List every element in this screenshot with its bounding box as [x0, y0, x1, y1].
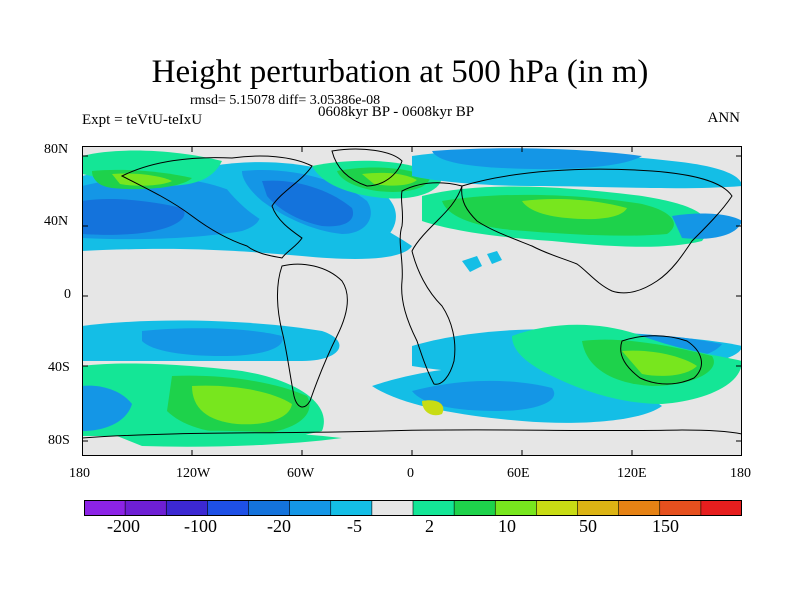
sh-teal-antarctic — [112, 430, 342, 447]
north-america-coast — [120, 155, 313, 259]
colorbar-cell — [330, 500, 373, 516]
colorbar-cell — [248, 500, 291, 516]
period-label: 0608kyr BP - 0608kyr BP — [318, 104, 475, 120]
colorbar-cell — [166, 500, 208, 516]
australia-coast — [620, 335, 702, 385]
colorbar-cell — [413, 500, 455, 516]
colorbar-label: -20 — [267, 516, 291, 536]
map-ticks — [82, 146, 742, 456]
lon-label-180e: 180 — [730, 466, 751, 481]
sh-yellow-spot — [422, 400, 444, 416]
colorbar-label: 50 — [579, 516, 597, 536]
colorbar-label: 2 — [425, 516, 434, 536]
colorbar-cell — [495, 500, 537, 516]
asia-coast — [461, 168, 733, 294]
season-label: ANN — [707, 110, 741, 126]
colorbar-label: 10 — [498, 516, 516, 536]
nh-lime-eurasia — [522, 198, 627, 220]
lat-label-80n: 80N — [44, 142, 69, 157]
coastlines — [82, 148, 742, 439]
sh-lightblue-pacific — [142, 328, 283, 356]
nh-cyan-africa-spots — [462, 251, 502, 272]
colorbar-cell — [659, 500, 702, 516]
south-america-coast — [276, 263, 348, 408]
lon-label-60e: 60E — [507, 466, 530, 481]
colorbar-cell — [700, 500, 742, 516]
stats-text: rmsd= 5.15078 diff= 3.05386e-08 — [190, 93, 381, 108]
nh-lime-pacific — [112, 173, 172, 186]
lat-label-40s: 40S — [48, 360, 70, 375]
map-title: Height perturbation at 500 hPa (in m) — [151, 54, 649, 90]
colorbar-label: 150 — [652, 516, 679, 536]
colorbar-label: -200 — [107, 516, 140, 536]
greenland-coast — [331, 148, 403, 187]
colorbar-frame — [84, 500, 742, 516]
lon-label-120e: 120E — [617, 466, 647, 481]
nh-lime-atlantic — [362, 172, 417, 186]
height-perturbation-map — [82, 146, 742, 456]
contour-field — [82, 146, 742, 456]
lon-label-0: 0 — [407, 466, 414, 481]
colorbar-cell — [125, 500, 167, 516]
nh-lightblue-eurasia — [432, 148, 642, 170]
antarctica-coast — [82, 429, 742, 439]
colorbar-cells — [84, 500, 742, 516]
colorbar-cell — [454, 500, 496, 516]
lon-label-120w: 120W — [176, 466, 211, 481]
colorbar-cell — [289, 500, 332, 516]
lat-label-40n: 40N — [44, 214, 69, 229]
sh-blue-south — [412, 380, 555, 411]
colorbar-label: -100 — [184, 516, 217, 536]
sh-lime-pacific — [192, 385, 292, 425]
lon-label-60w: 60W — [287, 466, 315, 481]
colorbar-cell — [618, 500, 661, 516]
colorbar-cell — [207, 500, 250, 516]
colorbar-cell — [371, 500, 414, 516]
colorbar-label: -5 — [347, 516, 362, 536]
lon-label-180w: 180 — [69, 466, 90, 481]
colorbar — [84, 500, 742, 516]
africa-europe-coast — [399, 182, 463, 385]
lat-label-80s: 80S — [48, 433, 70, 448]
sh-blue-west — [82, 385, 132, 431]
experiment-label: Expt = teVtU-teIxU — [82, 112, 203, 128]
sh-lime-australia — [622, 350, 697, 376]
lat-label-0: 0 — [64, 287, 71, 302]
nh-deep-blue-pacific — [82, 198, 185, 235]
colorbar-cell — [577, 500, 620, 516]
colorbar-cell — [536, 500, 579, 516]
colorbar-cell — [84, 500, 126, 516]
